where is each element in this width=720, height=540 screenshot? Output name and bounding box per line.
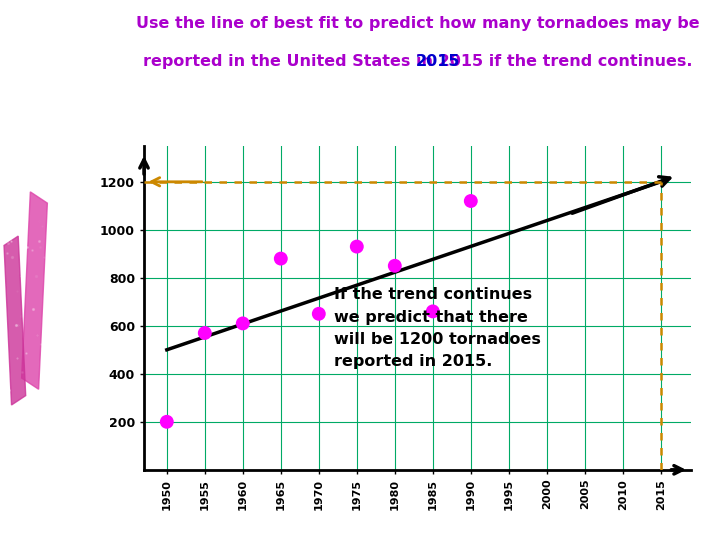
- Bar: [22, 192, 48, 389]
- Point: [275, 254, 287, 263]
- Bar: [4, 236, 26, 405]
- Point: [313, 309, 325, 318]
- Point: [389, 261, 400, 270]
- Text: Use the line of best fit to predict how many tornadoes may be: Use the line of best fit to predict how …: [136, 16, 699, 31]
- Text: reported in the United States in 2015 if the trend continues.: reported in the United States in 2015 if…: [143, 54, 693, 69]
- Point: [351, 242, 363, 251]
- Text: If the trend continues
we predict that there
will be 1200 tornadoes
reported in : If the trend continues we predict that t…: [334, 287, 541, 369]
- Point: [465, 197, 477, 205]
- Point: [237, 319, 248, 328]
- Point: [199, 329, 210, 338]
- Text: 2015: 2015: [415, 54, 460, 69]
- Point: [427, 307, 438, 316]
- Point: [161, 417, 173, 426]
